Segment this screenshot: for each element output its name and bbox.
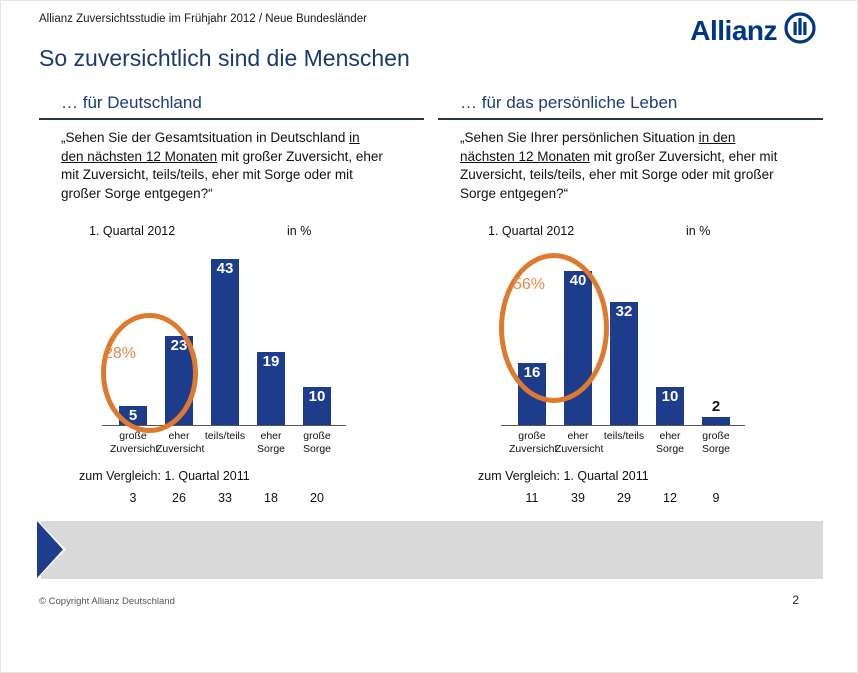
category-label: teils/teils	[603, 430, 645, 442]
bar-value-label: 19	[262, 352, 280, 370]
comparison-label: zum Vergleich: 1. Quartal 2011	[478, 469, 649, 483]
comparison-row: 3 26 33 18 20	[110, 491, 340, 505]
allianz-logo: Allianz	[690, 11, 817, 50]
category-label: eher Zuversicht	[156, 430, 205, 455]
column-divider	[438, 118, 823, 120]
chart-period-label: 1. Quartal 2012	[89, 224, 176, 238]
categories-row: große Zuversicht eher Zuversicht teils/tei…	[509, 430, 739, 455]
category-label: große Sorge	[302, 430, 332, 455]
bar: 32	[610, 301, 638, 425]
chart-unit-label: in %	[686, 224, 711, 238]
categories-row: große Zuversicht eher Zuversicht teils/tei…	[110, 430, 340, 455]
comparison-value: 39	[571, 491, 585, 505]
comparison-row: 11 39 29 12 9	[509, 491, 739, 505]
bar: 43	[211, 259, 239, 425]
bar-value-label: 43	[216, 260, 234, 278]
comparison-value: 11	[525, 491, 539, 505]
highlight-percentage: 56%	[513, 276, 546, 293]
comparison-value: 29	[617, 491, 631, 505]
chart-unit-label: in %	[287, 224, 312, 238]
column-header: … für Deutschland	[61, 93, 202, 112]
bar-value-label: 32	[615, 302, 633, 320]
survey-question: „Sehen Sie Ihrer persönlichen Situation …	[460, 129, 782, 203]
comparison-label: zum Vergleich: 1. Quartal 2011	[79, 469, 250, 483]
bar-cell: 43	[202, 253, 248, 425]
breadcrumb: Allianz Zuversichtsstudie im Frühjahr 20…	[39, 13, 367, 25]
question-prefix: „Sehen Sie der Gesamtsituation in Deutsc…	[61, 130, 350, 145]
allianz-wordmark: Allianz	[690, 14, 777, 46]
survey-question: „Sehen Sie der Gesamtsituation in Deutsc…	[61, 129, 383, 203]
question-suffix: mit großer Zuversicht, eher mit Zuversic…	[61, 148, 383, 201]
x-axis	[501, 425, 745, 426]
comparison-value: 9	[712, 491, 720, 505]
question-suffix: mit großer Zuversicht, eher mit Zuversic…	[460, 148, 778, 201]
bar-cell: 19	[248, 253, 294, 425]
panel-deutschland: … für Deutschland „Sehen Sie der Gesamts…	[39, 93, 424, 523]
bar	[702, 417, 730, 425]
key-message-box: In den Neuen Bundesländern ist die Zuver…	[41, 521, 823, 579]
highlight-percentage: 28%	[104, 345, 137, 362]
bar: 10	[656, 386, 684, 425]
category-label: große Zuversicht	[110, 430, 159, 455]
panel-persoenliches-leben: … für das persönliche Leben „Sehen Sie I…	[438, 93, 823, 523]
column-header: … für das persönliche Leben	[460, 93, 678, 112]
column-divider	[39, 118, 424, 120]
highlight-ellipse	[499, 253, 609, 403]
bar-cell: 32	[601, 253, 647, 425]
comparison-value: 33	[218, 491, 232, 505]
bar-value-label: 10	[661, 387, 679, 405]
comparison-value: 18	[264, 491, 278, 505]
category-label: eher Sorge	[256, 430, 286, 455]
bar-cell: 10	[647, 253, 693, 425]
copyright-notice: © Copyright Allianz Deutschland	[39, 596, 175, 607]
page-title: So zuversichtlich sind die Menschen	[39, 45, 410, 71]
bar-value-label: 10	[308, 387, 326, 405]
chart-period-label: 1. Quartal 2012	[488, 224, 575, 238]
comparison-value: 3	[129, 491, 137, 505]
bar-cell: 10	[294, 253, 340, 425]
bar: 19	[257, 351, 285, 425]
bar-value-label: 2	[711, 398, 721, 416]
category-label: eher Zuversicht	[555, 430, 604, 455]
question-underlined: in den nächsten 12 Monaten	[61, 130, 360, 164]
category-label: eher Sorge	[655, 430, 685, 455]
question-underlined: in den nächsten 12 Monaten	[460, 130, 736, 164]
bar: 10	[303, 386, 331, 425]
comparison-value: 20	[310, 491, 324, 505]
allianz-circle-bars-icon	[783, 11, 817, 50]
highlight-ellipse	[101, 313, 198, 433]
bar-cell: 2	[693, 253, 739, 425]
page-number: 2	[792, 593, 799, 607]
question-prefix: „Sehen Sie Ihrer persönlichen Situation	[460, 130, 699, 145]
category-label: teils/teils	[204, 430, 246, 442]
comparison-value: 12	[663, 491, 677, 505]
category-label: große Sorge	[701, 430, 731, 455]
comparison-value: 26	[172, 491, 186, 505]
x-axis	[102, 425, 346, 426]
category-label: große Zuversicht	[509, 430, 558, 455]
